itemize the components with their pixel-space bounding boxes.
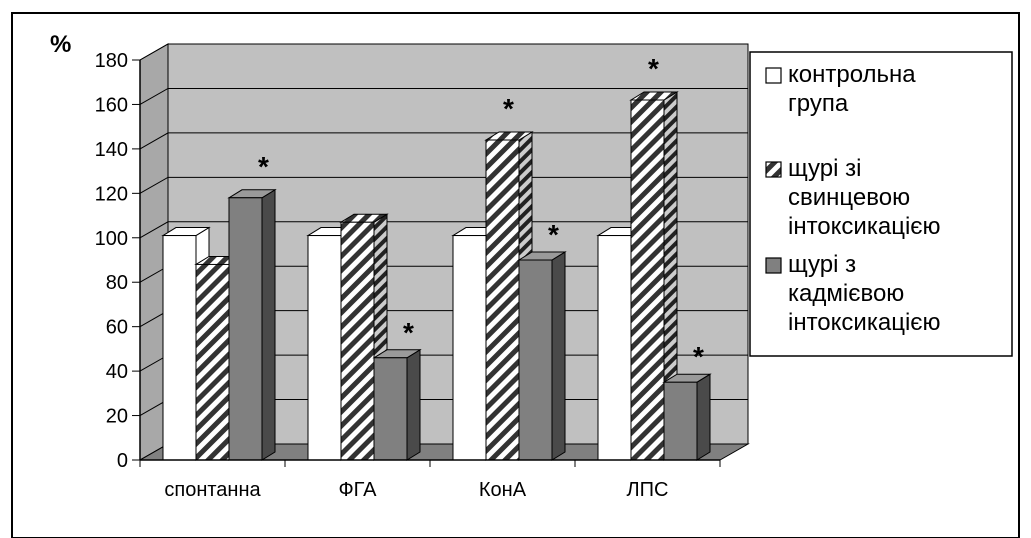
y-tick-label: 60: [106, 317, 128, 339]
legend-swatch: [765, 161, 782, 178]
y-tick-label: 120: [95, 183, 128, 205]
significance-star: *: [693, 341, 704, 372]
legend-swatch: [765, 67, 782, 84]
y-axis-ticks: 0 20 40 60 80 100 120 140 160 180: [95, 50, 140, 472]
bar-face: [630, 99, 665, 461]
legend-label: група: [788, 90, 849, 117]
bar: [662, 373, 712, 461]
legend-label: контрольна: [788, 61, 916, 88]
bar-face: [663, 381, 698, 461]
y-tick-label: 100: [95, 228, 128, 250]
y-unit-label: %: [50, 31, 71, 58]
bar: [372, 348, 422, 461]
bar-face: [373, 357, 408, 461]
legend-box: [749, 51, 1013, 357]
gridline: [139, 221, 748, 239]
gridline: [139, 87, 748, 105]
bar-face: [340, 221, 375, 461]
bar-side: [551, 251, 566, 461]
bar-face: [228, 197, 263, 461]
bar: [517, 251, 567, 461]
bar-face: [195, 263, 230, 461]
bar-face: [485, 139, 520, 461]
bar: [629, 91, 679, 461]
chart-border: [11, 12, 1020, 538]
legend-swatch: [765, 257, 782, 274]
legend-label: кадмієвою: [788, 280, 904, 307]
bar-face: [162, 235, 197, 461]
x-tick-label: ФГА: [338, 479, 377, 501]
legend-label: щурі зі: [788, 155, 861, 182]
y-tick-label: 160: [95, 94, 128, 116]
significance-star: *: [648, 53, 659, 84]
legend-label: щурі з: [788, 251, 856, 278]
bar-face: [597, 235, 632, 461]
y-tick-label: 0: [117, 450, 128, 472]
y-tick-label: 180: [95, 50, 128, 72]
x-tick-label: спонтанна: [164, 479, 261, 501]
bar: [227, 188, 277, 461]
significance-star: *: [548, 219, 559, 250]
x-axis-ticks: спонтанна ФГА КонА ЛПС: [139, 460, 721, 501]
y-tick-label: 140: [95, 139, 128, 161]
gridline: [139, 43, 748, 61]
significance-star: *: [503, 93, 514, 124]
legend-label: свинцевою: [788, 184, 910, 211]
significance-star: *: [258, 151, 269, 182]
y-tick-label: 20: [106, 406, 128, 428]
x-tick-label: КонА: [479, 479, 527, 501]
bar-face: [518, 259, 553, 461]
y-tick-label: 40: [106, 361, 128, 383]
bar-side: [696, 373, 711, 461]
bar-series: [161, 91, 712, 461]
gridline: [139, 132, 748, 150]
bar-face: [307, 235, 342, 461]
gridline: [139, 176, 748, 194]
significance-markers: * * * * * *: [258, 53, 704, 372]
significance-star: *: [403, 317, 414, 348]
bar-side: [406, 348, 421, 461]
legend-label: інтоксикацією: [788, 213, 941, 240]
bar-side: [261, 188, 276, 461]
x-tick-label: ЛПС: [627, 479, 669, 501]
bar-face: [452, 235, 487, 461]
y-tick-label: 80: [106, 272, 128, 294]
legend-label: інтоксикацією: [788, 309, 941, 336]
